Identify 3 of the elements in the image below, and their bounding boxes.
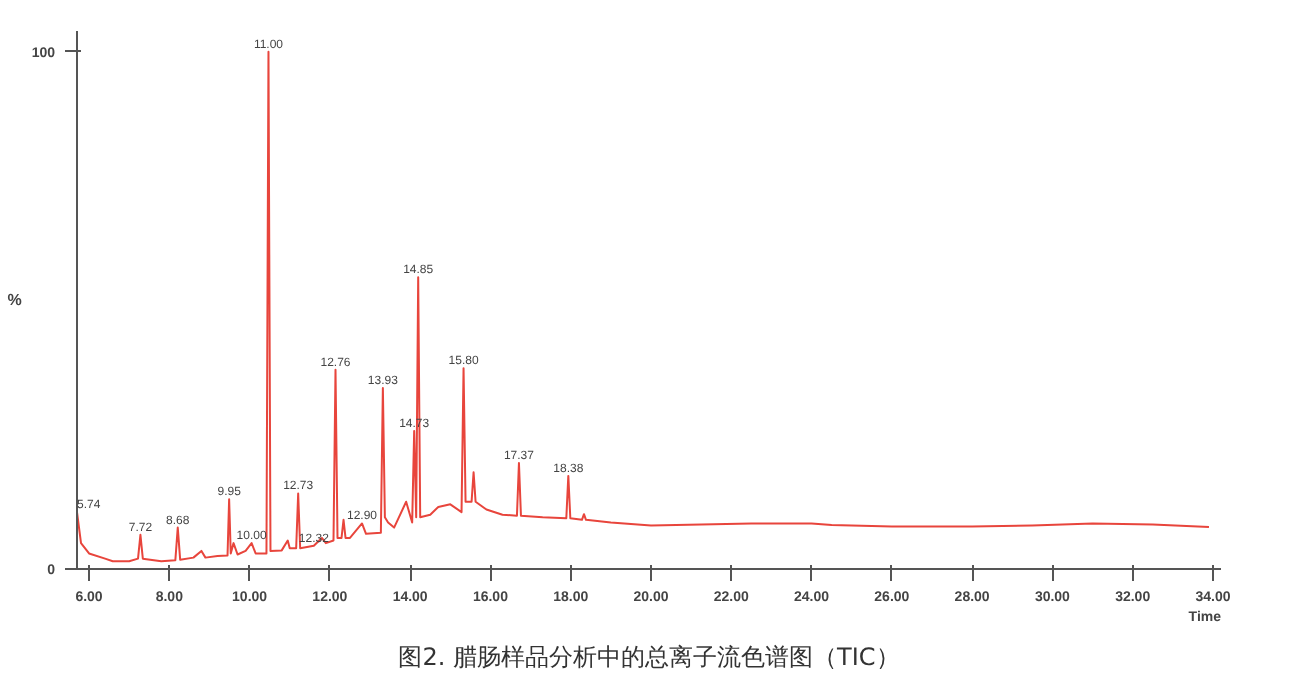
text: 图2. 腊肠样品分析中的总离子流色谱图（TIC）	[398, 643, 900, 671]
y-axis-title: %	[7, 291, 22, 309]
line-series	[77, 50, 1210, 563]
